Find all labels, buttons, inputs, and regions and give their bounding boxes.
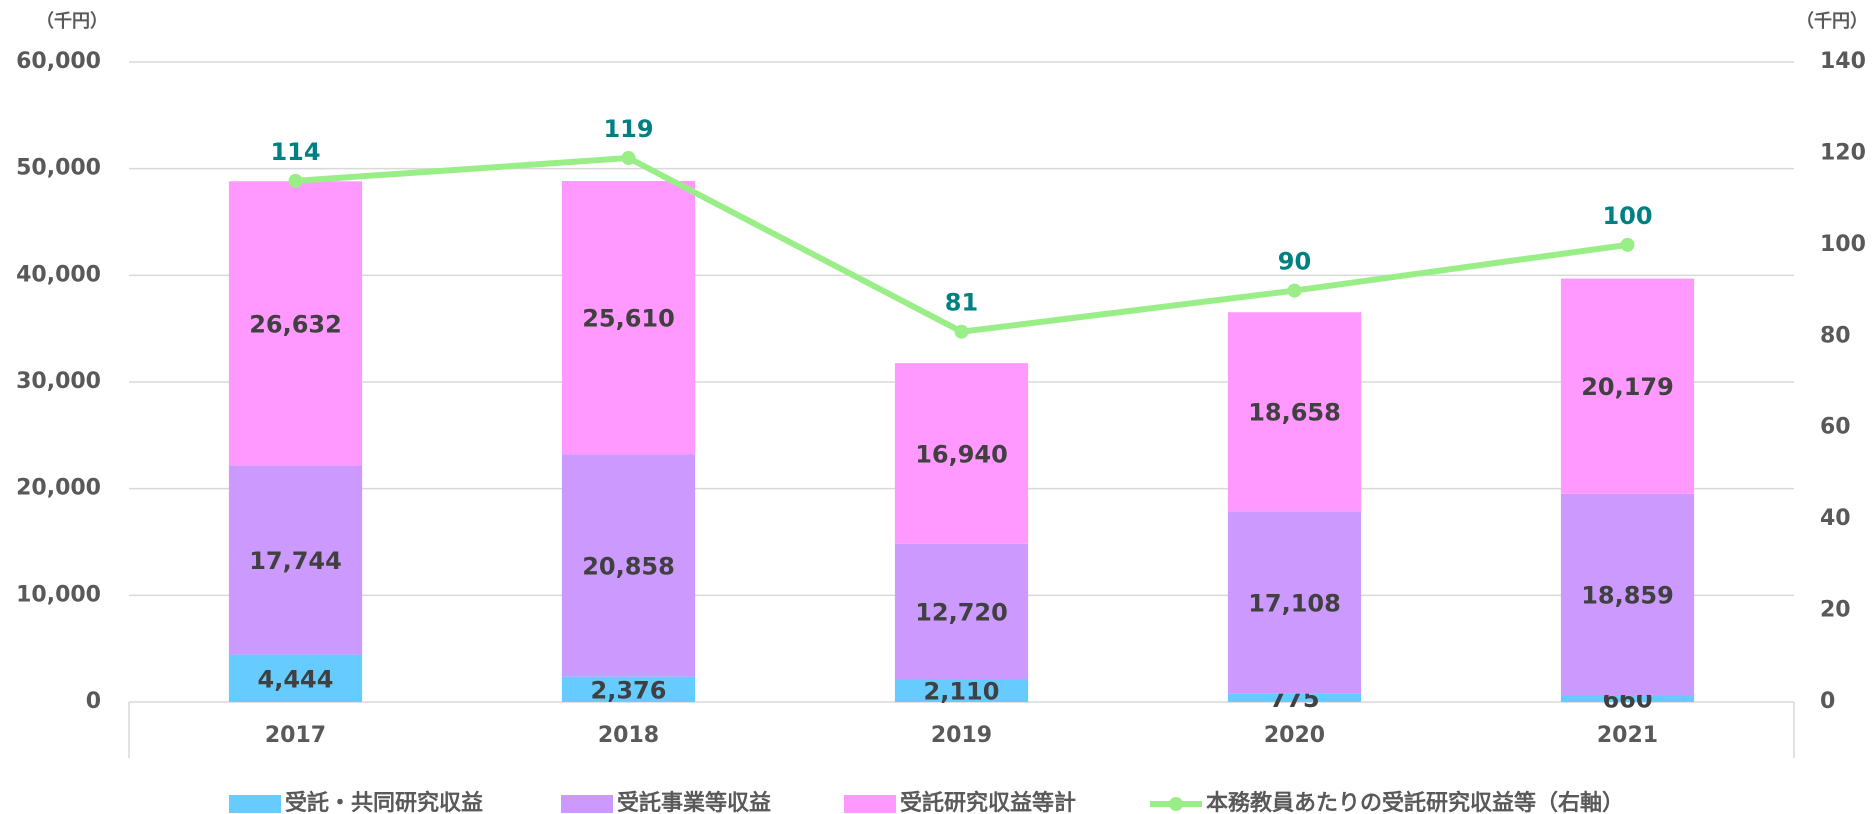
line-label: 100	[1602, 202, 1652, 230]
line-point	[621, 151, 636, 165]
bar-segment	[228, 181, 363, 466]
bar-segment	[561, 676, 696, 702]
line-point	[288, 173, 303, 188]
data-label: 18,859	[1581, 581, 1674, 609]
y2-tick-label: 100	[1820, 232, 1866, 257]
y2-tick-label: 40	[1820, 506, 1851, 531]
data-label: 4,444	[258, 665, 334, 693]
legend-marker	[1169, 797, 1183, 811]
data-label: 26,632	[249, 310, 342, 338]
bar-segment	[228, 465, 363, 655]
bar-segment	[894, 679, 1029, 702]
bar-segment	[1227, 312, 1362, 512]
data-label: 16,940	[915, 440, 1008, 468]
y-tick-label: 10,000	[16, 582, 101, 607]
y-tick-label: 50,000	[16, 156, 101, 181]
x-tick-label: 2017	[265, 723, 326, 748]
bar-segment	[1227, 693, 1362, 702]
bar-segment	[561, 454, 696, 677]
y2-tick-label: 20	[1820, 598, 1851, 623]
data-label: 18,658	[1248, 399, 1341, 427]
bar-segment	[1560, 493, 1695, 695]
y2-tick-label: 0	[1820, 689, 1835, 714]
legend-swatch	[229, 795, 281, 813]
y2-tick-label: 60	[1820, 415, 1851, 440]
y-tick-label: 20,000	[16, 476, 101, 501]
legend-swatch	[561, 795, 613, 813]
bar-segment	[228, 654, 363, 702]
x-tick-label: 2020	[1264, 723, 1325, 748]
y-tick-label: 30,000	[16, 369, 101, 394]
data-label: 17,108	[1248, 589, 1341, 617]
line-label: 81	[945, 289, 978, 317]
y2-tick-label: 120	[1820, 140, 1866, 165]
line-point	[954, 324, 969, 339]
x-tick-label: 2018	[598, 723, 659, 748]
legend-label: 受託事業等収益	[617, 790, 771, 814]
data-label: 17,744	[249, 547, 342, 575]
line-label: 90	[1278, 248, 1311, 276]
y-tick-label: 60,000	[16, 49, 101, 74]
bar-segment	[561, 180, 696, 455]
y-tick-label: 0	[86, 689, 101, 714]
y-unit: （千円）	[36, 11, 108, 32]
data-label: 20,858	[582, 552, 675, 580]
line-point	[1287, 283, 1302, 298]
x-tick-label: 2021	[1597, 723, 1658, 748]
data-label: 20,179	[1581, 373, 1674, 401]
line-label: 119	[603, 115, 653, 143]
legend-label: 本務教員あたりの受託研究収益等（右軸）	[1206, 790, 1624, 814]
data-label: 12,720	[915, 599, 1008, 627]
y2-tick-label: 80	[1820, 323, 1851, 348]
x-tick-label: 2019	[931, 723, 992, 748]
y-tick-label: 40,000	[16, 262, 101, 287]
bar-segment	[894, 363, 1029, 544]
data-label: 2,376	[591, 676, 667, 704]
legend-label: 受託研究収益等計	[900, 790, 1076, 814]
bar-segment	[1227, 511, 1362, 694]
legend-swatch	[844, 795, 896, 813]
bar-segment	[1560, 278, 1695, 494]
data-label: 25,610	[582, 305, 675, 333]
y2-unit: （千円）	[1796, 11, 1868, 32]
line-point	[1620, 237, 1635, 252]
bar-segment	[1560, 694, 1695, 702]
data-label: 2,110	[924, 678, 1000, 706]
legend-label: 受託・共同研究収益	[285, 790, 483, 814]
y2-tick-label: 140	[1820, 49, 1866, 74]
bar-segment	[894, 543, 1029, 680]
line-label: 114	[270, 138, 320, 166]
